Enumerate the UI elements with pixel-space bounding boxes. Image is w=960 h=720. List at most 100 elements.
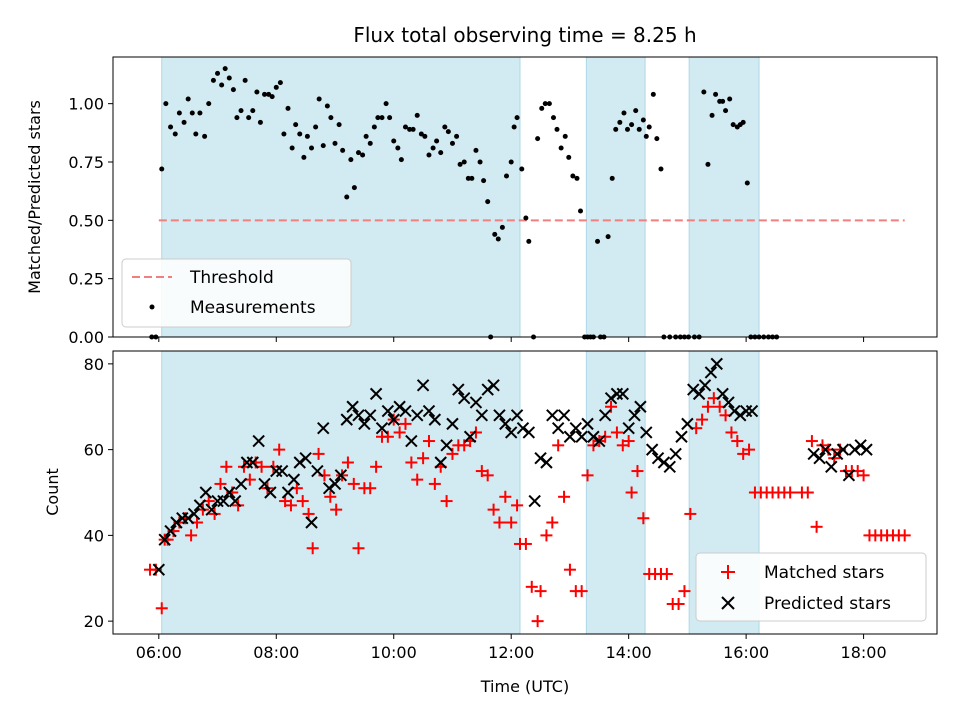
matched-star-point <box>284 499 297 512</box>
bottom-panel: 20 40 60 80 06:00 08:00 10:00 12:00 14:00 16:00 1… <box>43 350 938 696</box>
x-tick-label: 14:00 <box>606 643 652 662</box>
predicted-star-mark-b <box>270 464 283 478</box>
predicted-star-point <box>158 533 171 546</box>
predicted-star-point <box>252 434 265 448</box>
measurement-point <box>574 175 580 181</box>
predicted-star-point <box>487 379 500 392</box>
predicted-star-mark-b <box>475 409 489 422</box>
measurement-point <box>324 103 330 109</box>
predicted-star-mark-b <box>305 516 318 529</box>
matched-star-point <box>511 499 524 512</box>
predicted-star-point <box>716 387 729 401</box>
predicted-star-point <box>569 421 583 435</box>
matched-star-point <box>493 516 506 529</box>
predicted-star-point <box>516 421 530 435</box>
matched-star-point <box>312 447 325 460</box>
predicted-star-point <box>428 413 442 426</box>
measurement-point <box>242 77 248 83</box>
predicted-star-mark-b <box>228 494 242 508</box>
predicted-star-mark-b <box>860 443 873 456</box>
predicted-star-mark-b <box>322 482 336 495</box>
measurement-point <box>709 112 715 118</box>
predicted-star-point <box>522 426 536 439</box>
matched-star-point <box>296 495 309 508</box>
measurement-point <box>189 110 195 116</box>
predicted-star-mark-b <box>223 486 236 499</box>
predicted-star-point <box>728 404 741 418</box>
predicted-star-mark-b <box>211 494 224 508</box>
measurement-point <box>332 140 338 146</box>
predicted-star-mark-b <box>616 387 629 401</box>
measurement-point <box>285 105 291 111</box>
measurement-point <box>550 115 556 121</box>
predicted-star-point <box>745 404 759 418</box>
predicted-star-point <box>264 486 277 499</box>
predicted-star-point <box>328 477 342 491</box>
shaded-interval <box>585 56 646 338</box>
predicted-star-mark-b <box>745 404 759 418</box>
measurement-point <box>621 110 627 116</box>
legend-predicted-label: Predicted stars <box>764 594 891 614</box>
predicted-star-mark-b <box>734 409 747 422</box>
predicted-star-point <box>710 357 723 371</box>
predicted-star-point <box>836 443 850 456</box>
predicted-star-point <box>734 409 747 422</box>
measurement-point <box>262 91 268 97</box>
predicted-star-mark-b <box>563 430 577 443</box>
measurement-point <box>351 185 357 191</box>
bottom-legend: Matched stars Predicted stars <box>695 552 927 622</box>
measurement-point <box>613 126 619 132</box>
x-tick-label: 18:00 <box>841 643 887 662</box>
legend-matched-swatch <box>721 565 735 579</box>
predicted-star-mark-b <box>205 503 218 516</box>
measurement-point <box>701 89 707 95</box>
measurement-point <box>266 91 272 97</box>
matched-star-point <box>411 473 424 486</box>
predicted-star-point <box>164 524 177 538</box>
y-tick-label: 20 <box>84 612 104 631</box>
measurement-point <box>348 157 354 163</box>
predicted-star-mark-b <box>528 494 541 508</box>
predicted-star-point <box>199 486 213 499</box>
predicted-star-mark-b <box>645 443 659 456</box>
predicted-star-mark-b <box>164 524 177 538</box>
measurement-point <box>457 161 463 167</box>
predicted-star-mark-b <box>334 469 348 482</box>
predicted-star-mark-b <box>807 447 820 461</box>
measurement-point <box>360 152 366 158</box>
predicted-star-point <box>675 430 688 443</box>
measurement-point <box>398 157 404 163</box>
predicted-star-mark-b <box>710 357 723 371</box>
predicted-star-point <box>645 443 659 456</box>
predicted-star-point <box>669 447 682 461</box>
predicted-star-mark-b <box>434 456 447 469</box>
predicted-star-mark-b <box>675 430 688 443</box>
matched-star-point <box>185 529 198 542</box>
matched-star-point <box>678 585 691 598</box>
predicted-star-point <box>205 503 218 516</box>
measurement-point <box>514 115 520 121</box>
predicted-star-point <box>234 477 248 491</box>
bottom-y-ticks: 20 40 60 80 <box>84 355 113 631</box>
matched-star-point <box>625 486 638 499</box>
y-tick-label: 0.50 <box>68 211 104 230</box>
predicted-star-point <box>493 409 506 422</box>
predicted-star-mark-b <box>692 387 706 401</box>
predicted-star-point <box>481 383 494 396</box>
measurement-point <box>395 145 401 151</box>
matched-star-point <box>743 443 756 456</box>
measurement-point <box>379 115 385 121</box>
measurement-point <box>277 80 283 86</box>
predicted-star-point <box>446 417 459 431</box>
measurement-point <box>168 124 174 130</box>
predicted-star-point <box>657 456 671 469</box>
measurement-point <box>438 150 444 156</box>
top-legend: Threshold Measurements <box>121 258 352 328</box>
predicted-star-mark-b <box>499 417 512 431</box>
measurement-point <box>407 126 413 132</box>
predicted-star-mark-b <box>240 456 254 469</box>
measurement-point <box>434 138 440 144</box>
measurement-point <box>454 133 460 139</box>
predicted-star-point <box>346 400 359 413</box>
predicted-star-mark-b <box>610 387 624 401</box>
